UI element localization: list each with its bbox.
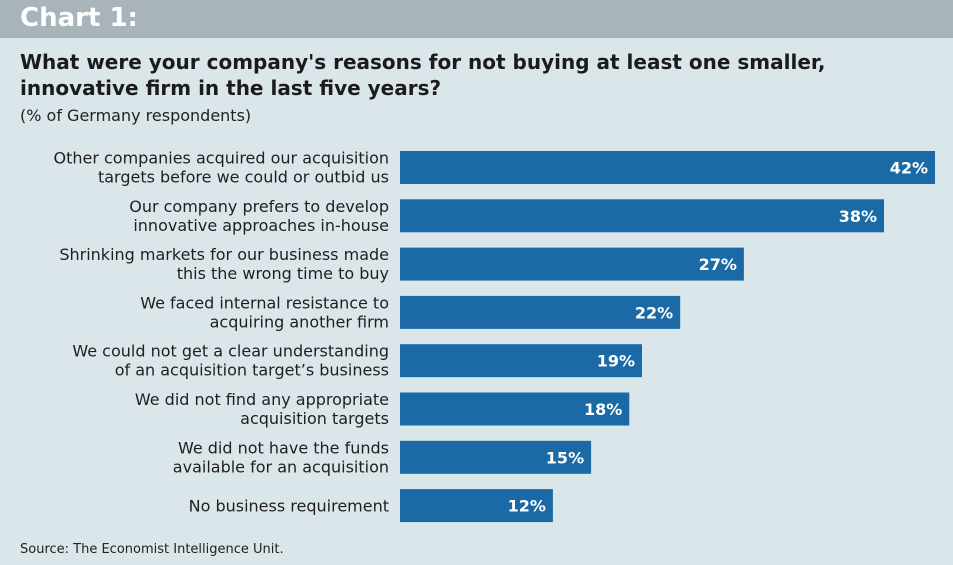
bar-value-label: 12% [508,497,546,516]
bar-value-label: 15% [546,448,584,467]
category-label: We did not have the funds available for a… [173,438,389,476]
source-note: Source: The Economist Intelligence Unit. [20,542,284,557]
category-label-line: We did not have the funds [178,438,389,457]
bar-value-label: 18% [584,400,622,419]
category-label-line: targets before we could or outbid us [98,168,389,187]
bar [400,295,681,329]
category-label: We could not get a clear understanding of… [72,342,389,380]
header-band [0,0,953,38]
category-label-line: No business requirement [189,497,389,516]
category-label: Shrinking markets for our business made t… [59,245,389,283]
bar [400,440,592,474]
bar-value-label: 19% [597,352,635,371]
category-label: We faced internal resistance to acquiring… [140,293,389,331]
category-label-line: Our company prefers to develop [129,197,389,216]
category-label-line: of an acquisition target’s business [115,361,389,380]
bar [400,489,553,523]
chart-subtitle: (% of Germany respondents) [20,106,252,125]
chart-label: Chart 1: [20,3,138,33]
bar-value-label: 38% [839,207,877,226]
bar [400,199,884,233]
category-label-line: this the wrong time to buy [177,264,389,283]
bar [400,344,642,378]
category-label-line: acquisition targets [240,409,389,428]
bar-value-label: 22% [635,303,673,322]
bar [400,392,630,426]
bar-value-label: 27% [699,255,737,274]
chart-title: What were your company's reasons for not… [20,50,826,100]
category-label: No business requirement [189,497,389,516]
category-label-line: Shrinking markets for our business made [59,245,389,264]
category-label: We did not find any appropriate acquisiti… [135,390,389,428]
category-label-line: We could not get a clear understanding [72,342,389,361]
bar [400,247,744,281]
category-label-line: We did not find any appropriate [135,390,389,409]
bar [400,151,935,184]
bar-value-label: 42% [890,159,928,178]
category-label: Our company prefers to develop innovative… [129,197,389,235]
category-label-line: innovative approaches in-house [133,216,389,235]
category-label: Other companies acquired our acquisition… [53,149,389,187]
category-label-line: We faced internal resistance to [140,293,389,312]
category-label-line: available for an acquisition [173,457,389,476]
category-label-line: Other companies acquired our acquisition [53,149,389,168]
category-label-line: acquiring another firm [210,312,389,331]
